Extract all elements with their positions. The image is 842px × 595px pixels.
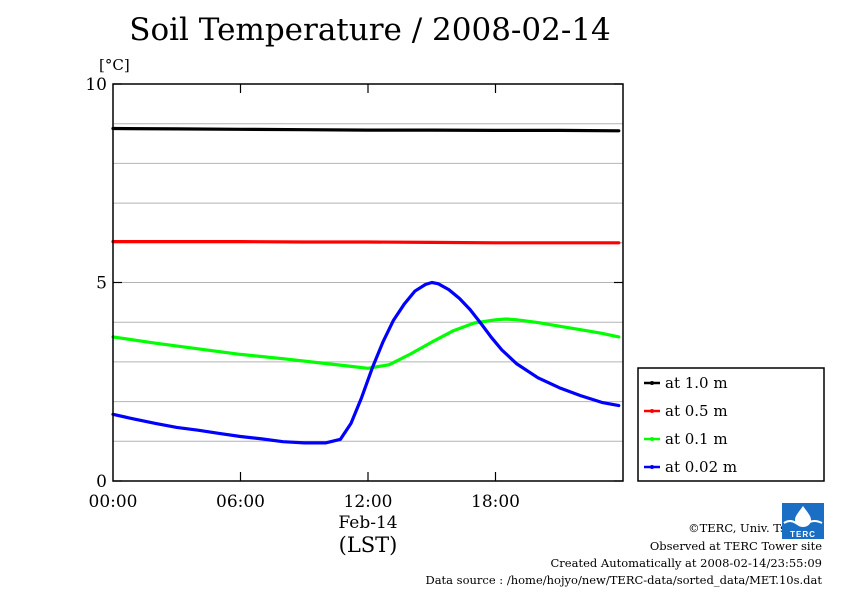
x-axis-label: (LST) bbox=[339, 533, 398, 557]
series-lines bbox=[111, 126, 621, 445]
data-source-text: Data source : /home/hojyo/new/TERC-data/… bbox=[425, 573, 822, 587]
axis-ticks: 0 5 10 00:00 06:00 12:00 18:00 Feb-14(LST) bbox=[85, 75, 623, 557]
legend-label-1: at 0.5 m bbox=[665, 402, 728, 420]
x-tick-label: 12:00 bbox=[344, 492, 393, 512]
legend: at 1.0 m at 0.5 m at 0.1 m at 0.02 m bbox=[637, 367, 825, 482]
y-axis-unit-label: [°C] bbox=[99, 56, 130, 74]
water-drop-icon bbox=[795, 506, 811, 527]
logo-text-band bbox=[782, 529, 824, 539]
wave-icon bbox=[783, 520, 823, 526]
site-text: Observed at TERC Tower site bbox=[649, 539, 822, 553]
gridlines bbox=[113, 123, 623, 442]
chart-title: Soil Temperature / 2008-02-14 bbox=[129, 12, 611, 48]
series-line-0 bbox=[111, 126, 621, 133]
legend-marker-0 bbox=[650, 381, 654, 385]
legend-label-2: at 0.1 m bbox=[665, 430, 728, 448]
legend-label-3: at 0.02 m bbox=[665, 458, 737, 476]
series-line-1 bbox=[111, 240, 621, 245]
legend-marker-1 bbox=[650, 409, 654, 413]
legend-marker-3 bbox=[650, 465, 654, 469]
y-tick-label: 5 bbox=[96, 274, 107, 294]
x-tick-label: 06:00 bbox=[216, 492, 265, 512]
terc-logo: TERC bbox=[782, 503, 824, 539]
x-date-label: Feb-14 bbox=[338, 513, 397, 533]
created-text: Created Automatically at 2008-02-14/23:5… bbox=[550, 556, 823, 570]
y-tick-label: 10 bbox=[85, 75, 107, 95]
legend-label-0: at 1.0 m bbox=[665, 374, 728, 392]
legend-box bbox=[637, 367, 825, 482]
y-tick-label: 0 bbox=[96, 472, 107, 492]
legend-marker-2 bbox=[650, 437, 654, 441]
x-tick-label: 00:00 bbox=[89, 492, 138, 512]
series-line-2 bbox=[111, 317, 621, 370]
series-line-3 bbox=[111, 280, 621, 445]
logo-text: TERC bbox=[790, 530, 816, 539]
x-tick-label: 18:00 bbox=[471, 492, 520, 512]
